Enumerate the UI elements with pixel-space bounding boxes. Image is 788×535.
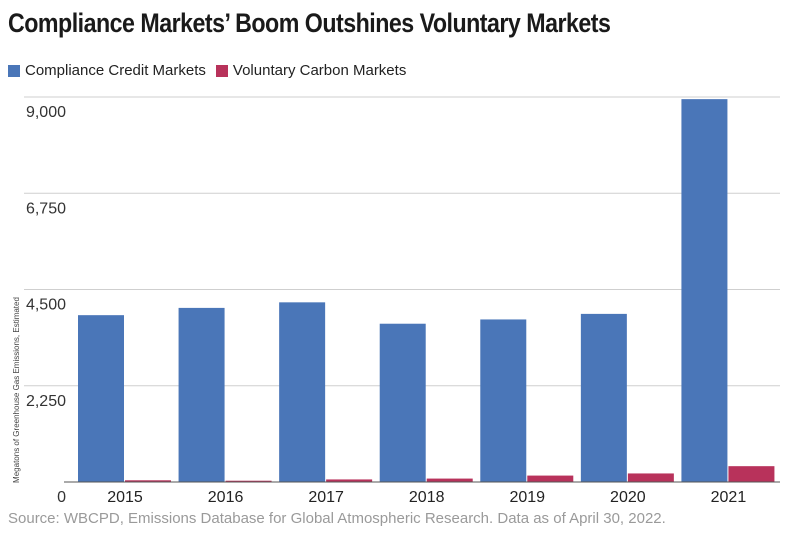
bar-voluntary-2019 xyxy=(527,475,574,482)
y-tick-label: 6,750 xyxy=(26,200,66,217)
x-tick-label: 2015 xyxy=(107,489,143,506)
x-tick-label: 2021 xyxy=(711,489,747,506)
legend-swatch-voluntary xyxy=(215,64,228,77)
y-tick-label: 9,000 xyxy=(26,104,66,121)
bar-compliance-2017 xyxy=(279,302,326,482)
legend-item-compliance: Compliance Credit Markets xyxy=(8,62,206,79)
bar-voluntary-2016 xyxy=(225,480,272,483)
x-tick-label: 2017 xyxy=(308,489,344,506)
y-tick-label: 4,500 xyxy=(26,297,66,314)
legend: Compliance Credit Markets Voluntary Carb… xyxy=(8,62,416,79)
bar-compliance-2015 xyxy=(78,315,124,482)
legend-label-compliance: Compliance Credit Markets xyxy=(25,62,206,79)
bar-voluntary-2018 xyxy=(426,478,473,482)
source-note: Source: WBCPD, Emissions Database for Gl… xyxy=(8,510,666,527)
bar-compliance-2016 xyxy=(178,307,225,482)
chart-title: Compliance Markets’ Boom Outshines Volun… xyxy=(8,8,611,38)
legend-item-voluntary: Voluntary Carbon Markets xyxy=(215,62,407,79)
bar-compliance-2019 xyxy=(480,319,527,482)
bar-voluntary-2015 xyxy=(125,480,171,482)
bar-compliance-2018 xyxy=(379,323,426,482)
bar-compliance-2021 xyxy=(681,99,728,482)
bar-voluntary-2021 xyxy=(728,466,775,482)
y-axis-title: Megatons of Greenhouse Gas Emissions, Es… xyxy=(12,297,21,483)
x-tick-label: 2019 xyxy=(509,489,545,506)
legend-label-voluntary: Voluntary Carbon Markets xyxy=(232,62,407,79)
bar-voluntary-2020 xyxy=(627,473,674,482)
bar-voluntary-2017 xyxy=(326,479,373,482)
x-tick-label: 2020 xyxy=(610,489,646,506)
legend-swatch-compliance xyxy=(8,64,20,77)
x-tick-label: 2016 xyxy=(208,489,244,506)
y-tick-label: 2,250 xyxy=(26,393,66,410)
x-tick-label: 2018 xyxy=(409,489,445,506)
y-tick-label: 0 xyxy=(57,489,66,506)
bar-compliance-2020 xyxy=(580,313,627,482)
